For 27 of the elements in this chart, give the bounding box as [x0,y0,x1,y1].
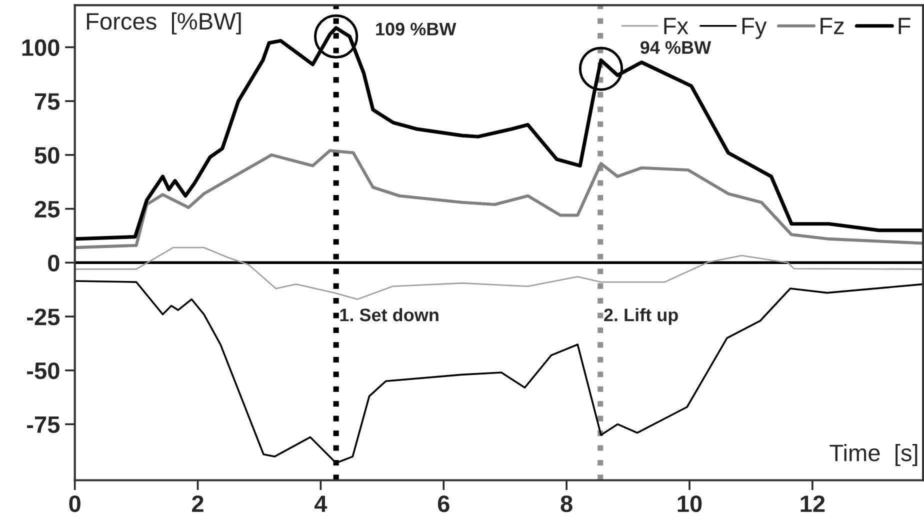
legend-label: Fz [820,18,844,34]
x-tick-label: 8 [560,495,572,512]
x-tick-label: 0 [69,495,80,512]
y-tick-label: 50 [34,147,60,164]
ref-line-label: 2. Lift up [604,308,678,325]
annotation: 94 %BW [640,41,712,54]
y-tick-label: 75 [35,93,60,110]
legend-label: F [898,18,910,34]
ref-line-label: 1. Set down [340,308,438,322]
x-tick-label: 4 [314,496,328,512]
x-tick-label: 12 [800,495,825,512]
y-tick-label: -75 [27,416,60,434]
x-tick-label: 2 [192,495,204,512]
y-tick-label: 25 [34,200,60,218]
x-axis-title: Time [s] [830,444,918,466]
legend-label: Fy [742,18,767,40]
y-axis-title: Forces [%BW] [86,12,241,34]
y-tick-label: -50 [27,362,60,380]
line-series [74,149,924,250]
y-tick-label: -25 [27,308,60,326]
x-tick-label: 10 [678,495,702,512]
y-tick-label: 100 [22,39,60,56]
legend-label: Fx [664,18,688,34]
x-tick-label: 6 [438,495,450,512]
line-series [74,246,924,300]
annotation: 109 %BW [376,22,456,36]
y-tick-label: 0 [48,254,60,272]
